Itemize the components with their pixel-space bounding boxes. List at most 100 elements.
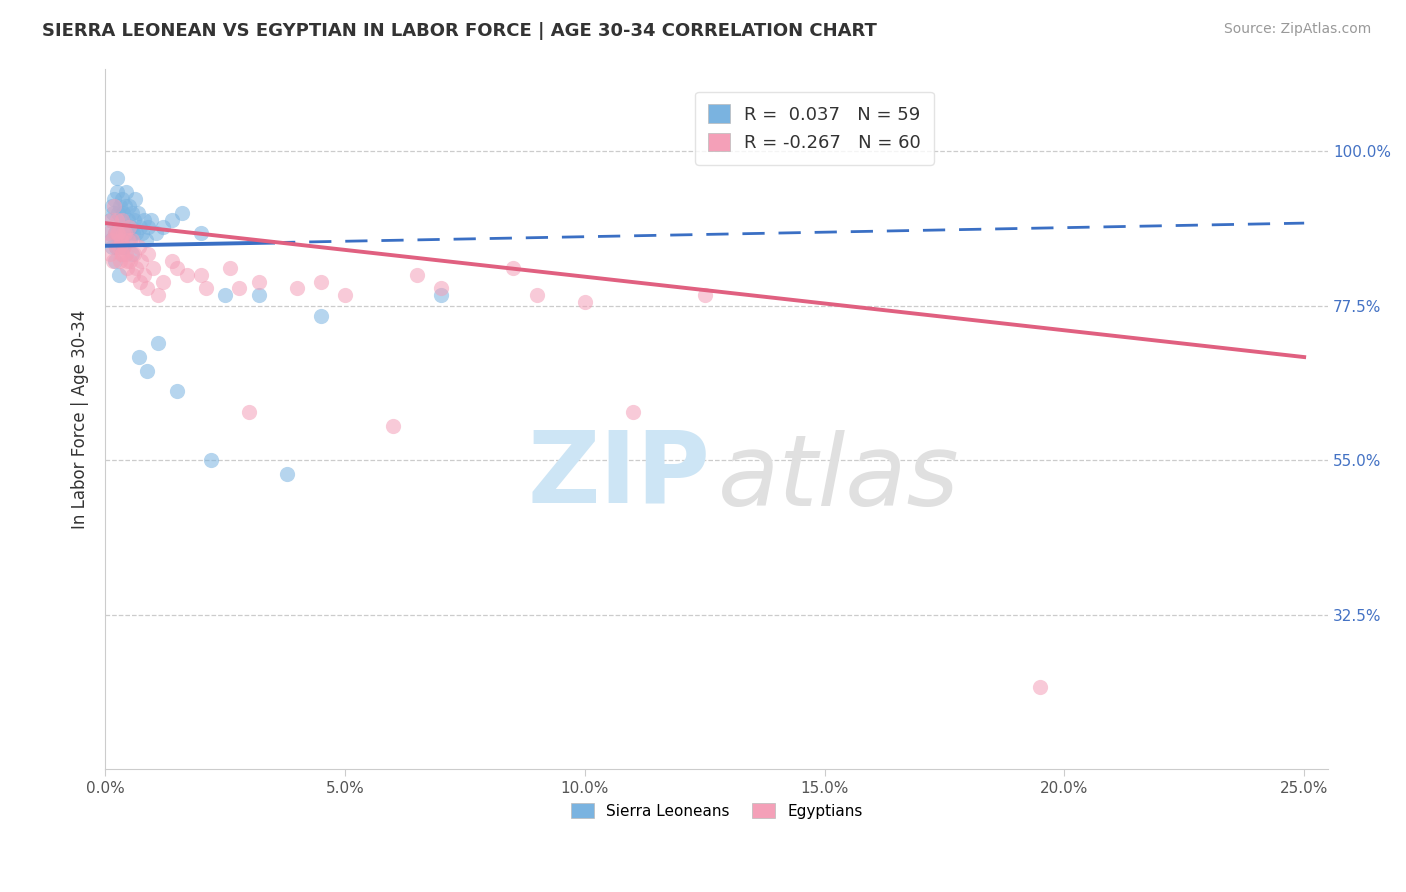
Point — [107, 206, 129, 220]
Point — [110, 227, 132, 241]
Text: atlas: atlas — [718, 430, 960, 527]
Point — [138, 219, 160, 234]
Point — [112, 240, 135, 254]
Point — [139, 212, 162, 227]
Point — [104, 240, 127, 254]
Point — [98, 212, 121, 227]
Point — [381, 418, 404, 433]
Point — [101, 253, 124, 268]
Point — [136, 364, 159, 378]
Point — [136, 281, 159, 295]
Point — [117, 212, 139, 227]
Point — [112, 206, 135, 220]
Point — [104, 227, 127, 241]
Point — [115, 253, 138, 268]
Point — [276, 467, 298, 481]
Point — [124, 192, 146, 206]
Point — [127, 206, 149, 220]
Point — [309, 309, 332, 323]
Point — [122, 268, 145, 282]
Point — [105, 227, 128, 241]
Point — [115, 185, 138, 199]
Point — [107, 268, 129, 282]
Point — [104, 227, 127, 241]
Point — [111, 212, 134, 227]
Point — [107, 227, 129, 241]
Point — [162, 253, 184, 268]
Point — [170, 206, 193, 220]
Point — [693, 288, 716, 302]
Point — [105, 212, 128, 227]
Point — [238, 405, 260, 419]
Point — [120, 253, 142, 268]
Point — [176, 268, 198, 282]
Point — [122, 212, 145, 227]
Point — [214, 288, 236, 302]
Point — [105, 171, 128, 186]
Point — [108, 253, 131, 268]
Point — [247, 288, 270, 302]
Point — [194, 281, 217, 295]
Point — [115, 247, 138, 261]
Point — [430, 288, 453, 302]
Point — [526, 288, 548, 302]
Point — [117, 227, 139, 241]
Point — [117, 233, 139, 247]
Point — [166, 384, 188, 399]
Point — [146, 288, 169, 302]
Point — [132, 212, 155, 227]
Point — [142, 260, 165, 275]
Point — [104, 253, 127, 268]
Text: ZIP: ZIP — [527, 426, 710, 524]
Point — [104, 240, 127, 254]
Point — [125, 260, 148, 275]
Point — [98, 247, 121, 261]
Point — [120, 219, 142, 234]
Point — [247, 275, 270, 289]
Point — [107, 240, 129, 254]
Point — [135, 233, 157, 247]
Legend: Sierra Leoneans, Egyptians: Sierra Leoneans, Egyptians — [565, 797, 869, 825]
Point — [228, 281, 250, 295]
Text: SIERRA LEONEAN VS EGYPTIAN IN LABOR FORCE | AGE 30-34 CORRELATION CHART: SIERRA LEONEAN VS EGYPTIAN IN LABOR FORC… — [42, 22, 877, 40]
Point — [285, 281, 308, 295]
Point — [190, 227, 212, 241]
Point — [200, 453, 222, 467]
Point — [110, 212, 132, 227]
Point — [122, 227, 145, 241]
Point — [111, 192, 134, 206]
Point — [120, 233, 142, 247]
Point — [138, 247, 160, 261]
Point — [103, 192, 125, 206]
Point — [152, 219, 174, 234]
Point — [114, 199, 136, 213]
Point — [145, 227, 167, 241]
Point — [129, 253, 152, 268]
Point — [406, 268, 429, 282]
Point — [128, 275, 150, 289]
Point — [111, 233, 134, 247]
Point — [100, 212, 122, 227]
Point — [132, 268, 155, 282]
Text: Source: ZipAtlas.com: Source: ZipAtlas.com — [1223, 22, 1371, 37]
Point — [98, 227, 121, 241]
Point — [121, 206, 143, 220]
Point — [118, 219, 141, 234]
Point — [574, 295, 596, 310]
Point — [1029, 680, 1052, 694]
Point — [131, 227, 153, 241]
Point — [621, 405, 644, 419]
Point — [105, 185, 128, 199]
Point — [309, 275, 332, 289]
Point — [110, 233, 132, 247]
Point — [107, 219, 129, 234]
Point — [162, 212, 184, 227]
Point — [115, 227, 138, 241]
Point — [502, 260, 524, 275]
Point — [101, 240, 124, 254]
Point — [128, 240, 150, 254]
Point — [430, 281, 453, 295]
Point — [121, 247, 143, 261]
Point — [219, 260, 242, 275]
Point — [125, 227, 148, 241]
